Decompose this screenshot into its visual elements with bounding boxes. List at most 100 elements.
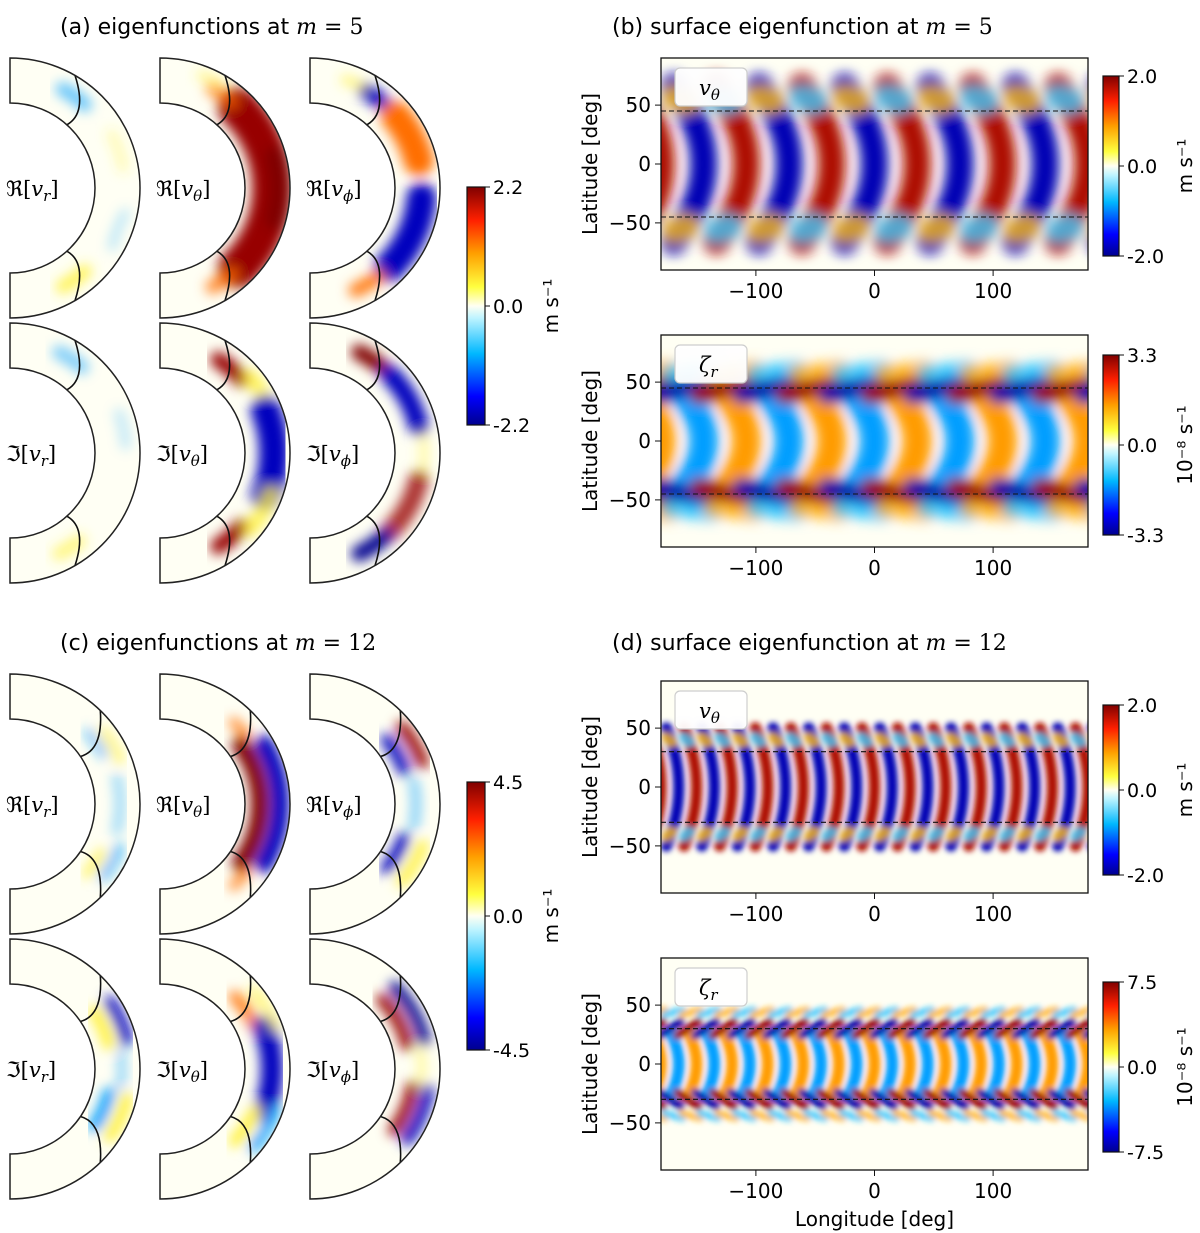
y-axis-label: Latitude [deg]	[578, 993, 602, 1135]
colorbar-tick: 0.0	[1127, 435, 1157, 457]
title-panel-b: (b) surface eigenfunction at m = 5	[612, 15, 993, 40]
colorbar-d-bottom: 7.5 0.0 -7.5 10⁻⁸ s⁻¹	[1102, 972, 1197, 1164]
map-label: ζr	[699, 353, 718, 381]
y-tick-label: 50	[626, 993, 651, 1017]
colorbar-tick: 2.2	[493, 177, 523, 199]
svg-text:ℜ[vθ]: ℜ[vθ]	[156, 177, 210, 205]
svg-text:ℑ[vϕ]: ℑ[vϕ]	[306, 1058, 359, 1086]
x-tick-label: 100	[974, 556, 1012, 580]
colorbar-unit: m s⁻¹	[1173, 763, 1197, 818]
colorbar-tick: 4.5	[493, 772, 523, 794]
y-tick-label: −50	[609, 834, 651, 858]
x-tick-label: 0	[868, 556, 881, 580]
panel-a-shell-5: ℑ[vθ]	[156, 322, 291, 584]
svg-text:ℜ[vϕ]: ℜ[vϕ]	[306, 177, 362, 205]
panel-b-vtheta-map: vθ −100 0 100 50 0 −50 Latitude [deg]	[578, 57, 1089, 303]
y-tick-label: 0	[638, 429, 651, 453]
panel-a-shell-2: ℜ[vθ]	[156, 57, 291, 319]
colorbar-tick: -2.2	[493, 415, 530, 437]
x-tick-label: 100	[974, 279, 1012, 303]
colorbar-tick: 0.0	[493, 906, 523, 928]
colorbar-tick: 2.0	[1127, 66, 1157, 88]
y-axis-label: Latitude [deg]	[578, 370, 602, 512]
colorbar-unit: 10⁻⁸ s⁻¹	[1173, 1027, 1197, 1106]
colorbar-tick: -2.0	[1127, 865, 1164, 887]
title-panel-c: (c) eigenfunctions at m = 12	[60, 631, 376, 656]
colorbar-tick: 0.0	[1127, 156, 1157, 178]
y-tick-label: 0	[638, 775, 651, 799]
map-label-box	[674, 344, 748, 384]
colorbar-tick: 3.3	[1127, 345, 1157, 367]
x-tick-label: 100	[974, 902, 1012, 926]
x-tick-label: 0	[868, 279, 881, 303]
y-tick-label: 0	[638, 1052, 651, 1076]
panel-b-zeta-map: ζr −100 0 100 50 0 −50 Latitude [deg]	[578, 334, 1089, 580]
map-label-box	[674, 67, 748, 107]
panel-d-zeta-map: ζr −100 0 100 50 0 −50 Latitude [deg] Longitude …	[578, 957, 1089, 1231]
svg-text:ℜ[vθ]: ℜ[vθ]	[156, 793, 210, 821]
map-label-box	[674, 967, 748, 1007]
colorbar-tick: 0.0	[1127, 1057, 1157, 1079]
colorbar-a: 2.2 0.0 -2.2 m s⁻¹	[466, 177, 563, 437]
y-tick-label: 50	[626, 370, 651, 394]
title-panel-d: (d) surface eigenfunction at m = 12	[612, 631, 1007, 656]
panel-a-shell-3: ℜ[vϕ]	[306, 57, 441, 319]
svg-text:ℑ[vθ]: ℑ[vθ]	[156, 1058, 208, 1086]
map-label-box	[674, 690, 748, 730]
map-label: vθ	[699, 699, 720, 727]
map-label: ζr	[699, 976, 718, 1004]
colorbar-tick: 0.0	[493, 296, 523, 318]
colorbar-unit: 10⁻⁸ s⁻¹	[1173, 405, 1197, 484]
colorbar-tick: 0.0	[1127, 780, 1157, 802]
x-tick-label: 0	[868, 1179, 881, 1203]
svg-text:ℜ[vr]: ℜ[vr]	[6, 177, 59, 205]
colorbar-d-top: 2.0 0.0 -2.0 m s⁻¹	[1102, 695, 1197, 887]
colorbar-c: 4.5 0.0 -4.5 m s⁻¹	[466, 772, 563, 1062]
x-tick-label: −100	[728, 279, 783, 303]
panel-d-vtheta-map: vθ −100 0 100 50 0 −50 Latitude [deg]	[578, 680, 1089, 926]
y-tick-label: 50	[626, 93, 651, 117]
svg-text:ℑ[vr]: ℑ[vr]	[6, 442, 56, 470]
colorbar-tick: -2.0	[1127, 246, 1164, 268]
panel-c-shell-2: ℜ[vθ]	[156, 673, 291, 935]
y-tick-label: 0	[638, 152, 651, 176]
panel-a-shell-6: ℑ[vϕ]	[306, 322, 441, 584]
svg-text:ℑ[vr]: ℑ[vr]	[6, 1058, 56, 1086]
svg-text:ℜ[vϕ]: ℜ[vϕ]	[306, 793, 362, 821]
panel-c-shell-3: ℜ[vϕ]	[306, 673, 441, 935]
svg-text:ℑ[vθ]: ℑ[vθ]	[156, 442, 208, 470]
colorbar-unit: m s⁻¹	[1173, 139, 1197, 194]
svg-text:ℑ[vϕ]: ℑ[vϕ]	[306, 442, 359, 470]
colorbar-unit: m s⁻¹	[539, 279, 563, 334]
colorbar-tick: -3.3	[1127, 525, 1164, 547]
panel-c-shell-4: ℑ[vr]	[6, 938, 141, 1200]
x-tick-label: −100	[728, 556, 783, 580]
y-tick-label: 50	[626, 716, 651, 740]
y-tick-label: −50	[609, 488, 651, 512]
y-tick-label: −50	[609, 211, 651, 235]
x-tick-label: −100	[728, 902, 783, 926]
colorbar-tick: -4.5	[493, 1040, 530, 1062]
colorbar-b-top: 2.0 0.0 -2.0 m s⁻¹	[1102, 66, 1197, 268]
y-axis-label: Latitude [deg]	[578, 716, 602, 858]
colorbar-unit: m s⁻¹	[539, 889, 563, 944]
colorbar-tick: 2.0	[1127, 695, 1157, 717]
map-label: vθ	[699, 76, 720, 104]
x-tick-label: −100	[728, 1179, 783, 1203]
panel-c-shell-1: ℜ[vr]	[6, 673, 141, 935]
x-tick-label: 100	[974, 1179, 1012, 1203]
svg-text:ℜ[vr]: ℜ[vr]	[6, 793, 59, 821]
x-axis-label: Longitude [deg]	[795, 1207, 954, 1231]
colorbar-b-bottom: 3.3 0.0 -3.3 10⁻⁸ s⁻¹	[1102, 345, 1197, 547]
panel-a-shell-1: ℜ[vr]	[6, 57, 141, 319]
panel-a-shell-4: ℑ[vr]	[6, 322, 141, 584]
colorbar-tick: -7.5	[1127, 1142, 1164, 1164]
panel-c-shell-6: ℑ[vϕ]	[306, 938, 441, 1200]
colorbar-tick: 7.5	[1127, 972, 1157, 994]
y-axis-label: Latitude [deg]	[578, 93, 602, 235]
panel-c-shell-5: ℑ[vθ]	[156, 938, 291, 1200]
y-tick-label: −50	[609, 1111, 651, 1135]
title-panel-a: (a) eigenfunctions at m = 5	[60, 15, 363, 40]
x-tick-label: 0	[868, 902, 881, 926]
